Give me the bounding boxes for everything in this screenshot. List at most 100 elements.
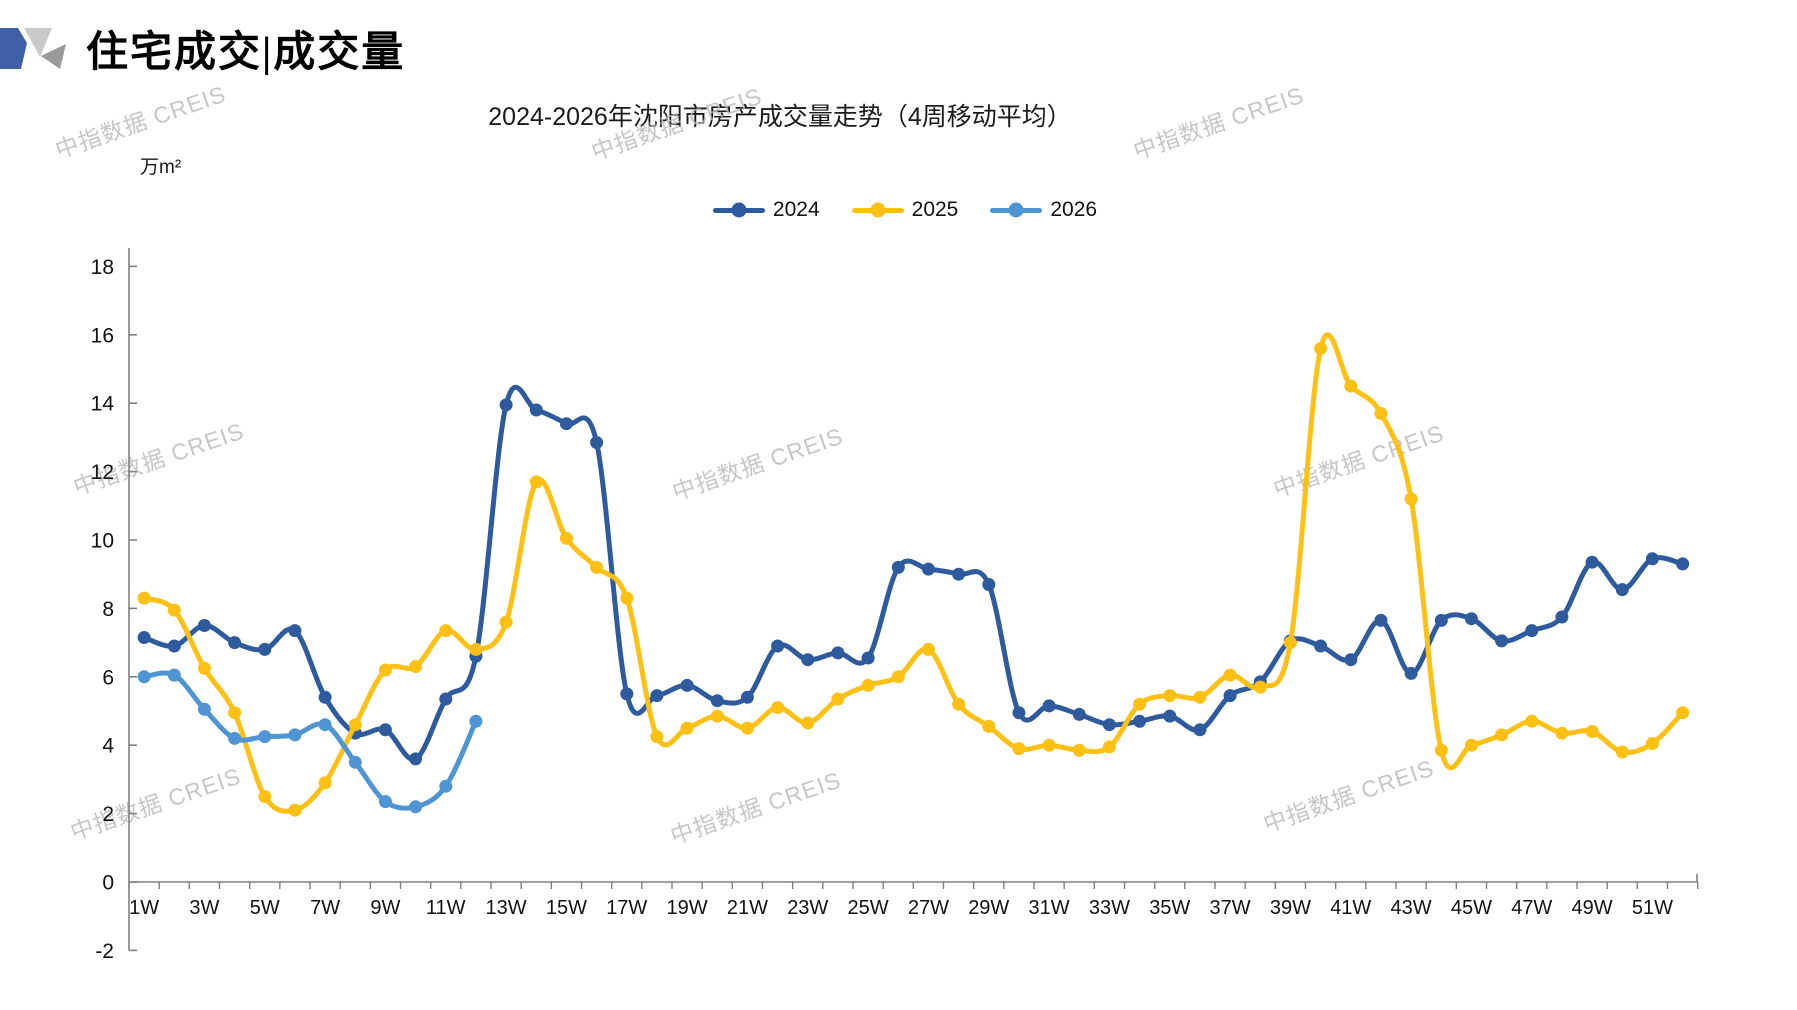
series-line-2025: [141, 332, 1686, 814]
x-axis-tick-label: 11W: [426, 897, 466, 919]
series-point-2025: [1072, 743, 1086, 757]
series-point-2024: [1404, 666, 1418, 680]
series-point-2024: [710, 694, 724, 708]
series-point-2025: [1344, 379, 1358, 393]
series-point-2025: [469, 642, 483, 656]
x-axis-tick-label: 21W: [727, 897, 768, 919]
series-point-2025: [1193, 690, 1207, 704]
series-point-2024: [891, 560, 905, 574]
series-point-2025: [650, 730, 664, 744]
x-axis-tick-label: 47W: [1511, 897, 1552, 919]
y-axis-tick-label: 0: [102, 872, 114, 895]
series-point-2024: [529, 403, 543, 417]
series-point-2026: [469, 714, 483, 728]
legend-marker-icon: [990, 202, 1043, 218]
series-point-2026: [137, 670, 151, 684]
series-point-2025: [1133, 697, 1147, 711]
series-point-2026: [348, 755, 362, 769]
series-point-2025: [137, 591, 151, 605]
x-axis-tick-label: 9W: [370, 897, 400, 919]
series-point-2026: [439, 779, 453, 793]
series-point-2024: [861, 651, 875, 665]
series-point-2026: [318, 718, 332, 732]
x-axis-tick-label: 31W: [1029, 897, 1070, 919]
legend-dot-icon: [870, 202, 886, 218]
x-axis-tick-label: 29W: [968, 897, 1009, 919]
series-point-2025: [1404, 492, 1418, 506]
series-point-2025: [197, 661, 211, 675]
y-axis-unit-label: 万m²: [140, 157, 182, 178]
series-point-2025: [1163, 689, 1177, 703]
x-axis-tick-label: 51W: [1632, 897, 1673, 919]
series-point-2025: [982, 719, 996, 733]
series-point-2024: [1585, 555, 1599, 569]
legend-item-2025: 2025: [851, 198, 958, 222]
y-axis-tick-label: 16: [91, 324, 114, 347]
series-point-2025: [409, 660, 423, 673]
series-point-2025: [1464, 738, 1478, 752]
series-point-2025: [1525, 714, 1539, 728]
series-point-2025: [1676, 706, 1690, 720]
series-point-2024: [1525, 624, 1539, 638]
series-point-2024: [740, 690, 754, 704]
series-point-2025: [1223, 668, 1237, 682]
series-point-2024: [1133, 714, 1147, 728]
series-point-2024: [801, 653, 815, 667]
x-axis-tick-label: 25W: [848, 897, 889, 919]
series-point-2025: [590, 560, 604, 574]
series-point-2024: [1676, 557, 1690, 571]
legend-marker-icon: [712, 202, 765, 218]
legend-item-2026: 2026: [990, 198, 1097, 222]
series-point-2025: [831, 692, 845, 706]
x-axis-tick-label: 27W: [908, 897, 949, 919]
series-point-2024: [1374, 613, 1388, 627]
series-point-2024: [1042, 699, 1056, 713]
x-axis-tick-label: 17W: [606, 897, 647, 919]
series-point-2024: [1464, 612, 1478, 626]
x-axis-tick-label: 41W: [1330, 897, 1371, 919]
series-point-2025: [559, 531, 573, 545]
series-point-2025: [620, 591, 634, 605]
series-point-2024: [680, 678, 694, 692]
series-point-2025: [228, 706, 242, 720]
legend-marker-icon: [851, 202, 904, 218]
series-point-2025: [921, 642, 935, 656]
series-point-2025: [1374, 407, 1388, 420]
series-point-2024: [1645, 552, 1659, 566]
series-point-2024: [831, 646, 845, 660]
y-axis-tick-label: 2: [102, 803, 114, 826]
series-point-2025: [861, 678, 875, 692]
series-point-2024: [137, 631, 151, 644]
series-point-2024: [1223, 689, 1237, 703]
legend-dot-icon: [1008, 202, 1024, 218]
series-point-2024: [439, 692, 453, 706]
legend-label: 2026: [1050, 198, 1098, 221]
series-point-2025: [378, 663, 392, 677]
series-point-2024: [288, 624, 302, 638]
chart-legend: 2024 2025 2026: [0, 198, 1797, 222]
series-point-2024: [1555, 610, 1569, 624]
series-point-2025: [258, 790, 272, 803]
series-point-2025: [1434, 743, 1448, 757]
series-point-2024: [650, 689, 664, 703]
series-point-2024: [378, 723, 392, 737]
series-point-2025: [1042, 738, 1056, 752]
series-point-2024: [258, 642, 272, 656]
series-line-2024: [141, 384, 1686, 762]
y-axis-tick-label: 4: [102, 735, 114, 758]
y-axis-tick-label: 18: [91, 256, 114, 279]
series-point-2026: [167, 668, 181, 682]
x-axis-tick-label: 7W: [310, 897, 340, 919]
series-point-2024: [590, 436, 604, 449]
x-axis-tick-label: 15W: [546, 897, 587, 919]
series-point-2025: [771, 701, 785, 715]
chart-title: 2024-2026年沈阳市房产成交量走势（4周移动平均）: [488, 103, 1072, 131]
series-point-2024: [318, 690, 332, 704]
series-point-2025: [710, 709, 724, 723]
series-point-2024: [499, 398, 513, 412]
series-point-2024: [228, 636, 242, 650]
series-point-2024: [167, 639, 181, 653]
x-axis-tick-label: 3W: [189, 897, 219, 919]
series-point-2025: [348, 718, 362, 732]
series-point-2025: [1102, 740, 1116, 754]
